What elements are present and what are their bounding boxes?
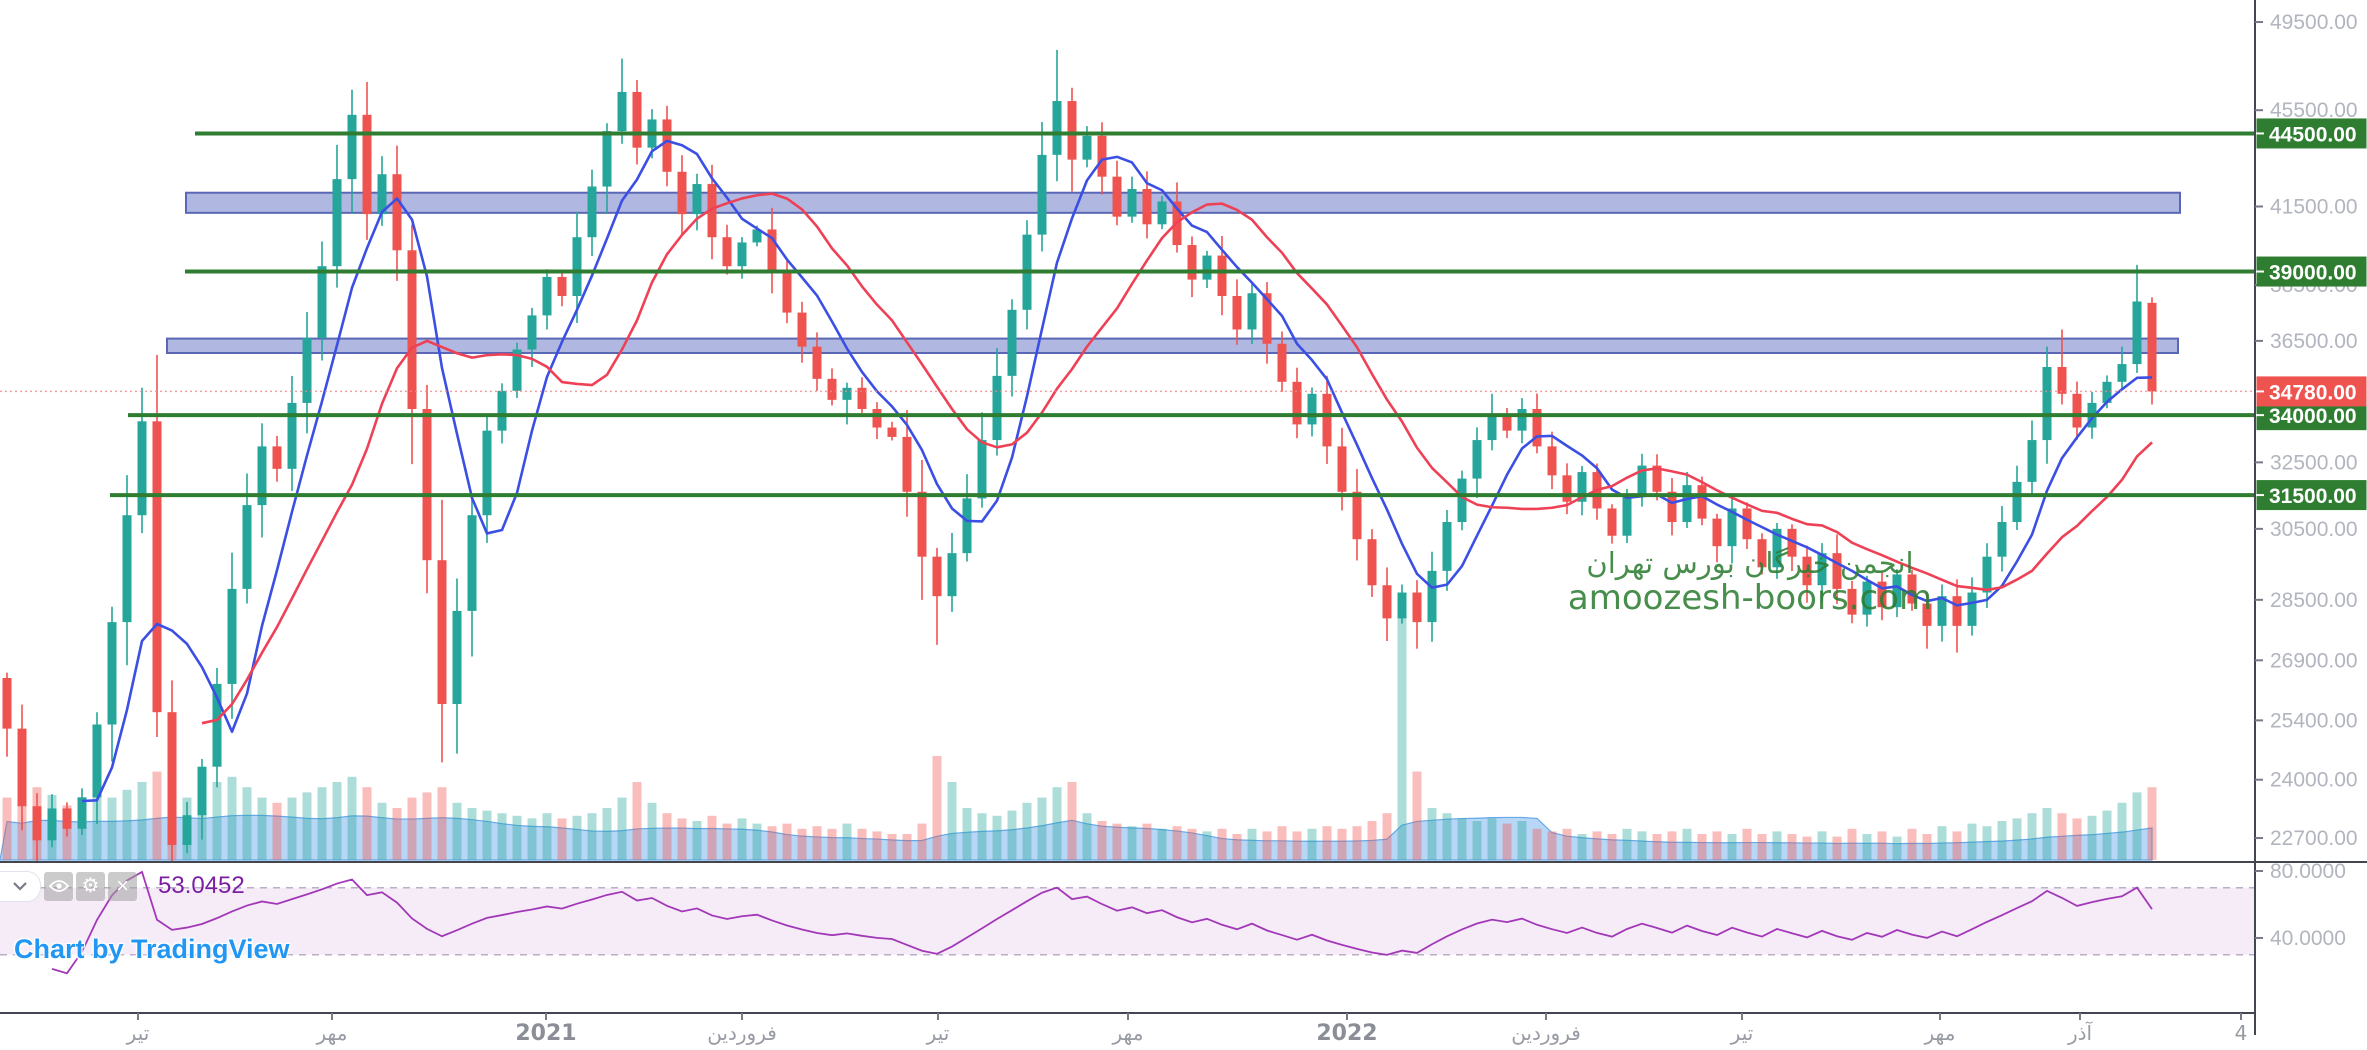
rsi-tick: 40.0000 — [2270, 927, 2346, 950]
tradingview-attribution[interactable]: Chart by TradingView — [14, 934, 290, 964]
support-resistance-lines[interactable] — [110, 131, 2255, 498]
price-tick: 32500.00 — [2270, 451, 2358, 474]
volume-ma-area — [0, 814, 2153, 861]
price-tick: 49500.00 — [2270, 11, 2358, 34]
rsi-indicator-toolbar: ⚙ × — [0, 870, 137, 902]
svg-text:31500.00: 31500.00 — [2269, 485, 2357, 508]
price-tick: 30500.00 — [2270, 518, 2358, 541]
time-tick: تیر — [1730, 1021, 1754, 1045]
time-tick: فروردین — [1511, 1021, 1581, 1045]
volume-bars — [2, 600, 2157, 860]
price-tick: 25400.00 — [2270, 709, 2358, 732]
price-tick: 24000.00 — [2270, 769, 2358, 792]
gear-icon[interactable]: ⚙ — [76, 871, 105, 901]
price-tick: 36500.00 — [2270, 330, 2358, 353]
price-tag — [2256, 256, 2367, 287]
svg-text:39000.00: 39000.00 — [2269, 262, 2357, 285]
chevron-down-icon[interactable] — [0, 870, 41, 902]
moving-averages — [81, 139, 2153, 803]
rsi-tick: 80.0000 — [2270, 860, 2346, 883]
time-tick: تیر — [926, 1021, 950, 1045]
rsi-pane[interactable] — [0, 870, 2255, 975]
price-tick: 26900.00 — [2270, 649, 2358, 672]
price-tick: 28500.00 — [2270, 589, 2358, 612]
time-tick: مهر — [1112, 1021, 1144, 1045]
svg-text:34780.00: 34780.00 — [2269, 381, 2357, 404]
time-tick: 2022 — [1316, 1021, 1377, 1046]
time-tick: مهر — [316, 1021, 348, 1045]
close-icon[interactable]: × — [108, 871, 137, 901]
svg-text:44500.00: 44500.00 — [2269, 123, 2357, 146]
price-tick: 41500.00 — [2270, 196, 2358, 219]
time-tick: 2021 — [515, 1021, 576, 1046]
svg-text:34000.00: 34000.00 — [2269, 405, 2357, 428]
price-tick: 45500.00 — [2270, 99, 2358, 122]
time-tick: تیر — [126, 1021, 150, 1045]
price-tag — [2256, 118, 2367, 149]
candles — [2, 49, 2157, 861]
eye-icon[interactable] — [44, 871, 73, 901]
time-tick: فروردین — [707, 1021, 777, 1045]
time-tick: 4 — [2235, 1021, 2248, 1045]
time-tick: آذر — [2067, 1020, 2094, 1045]
rsi-line — [51, 870, 2153, 975]
price-tag — [2256, 480, 2367, 511]
rsi-value: 53.0452 — [158, 872, 245, 899]
time-tick: مهر — [1924, 1021, 1956, 1045]
price-tag — [2256, 376, 2367, 407]
price-tick: 22700.00 — [2270, 827, 2358, 850]
